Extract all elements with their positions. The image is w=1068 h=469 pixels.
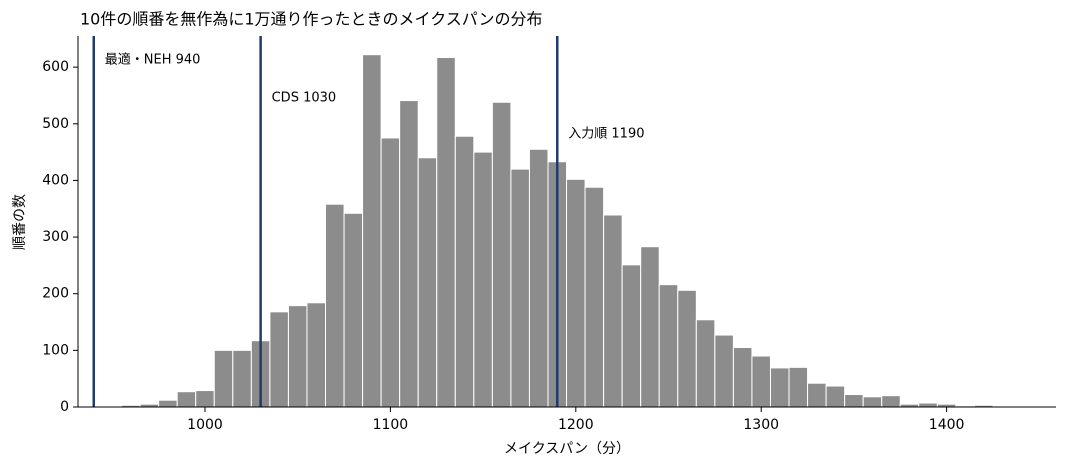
bar xyxy=(213,349,234,408)
bar xyxy=(751,355,771,408)
bar xyxy=(918,402,938,408)
bar xyxy=(362,54,382,408)
y-tick-label: 200 xyxy=(42,286,69,302)
bar xyxy=(232,349,252,408)
bar xyxy=(584,186,605,408)
bar xyxy=(825,385,846,408)
y-tick-label: 600 xyxy=(42,59,69,75)
annotation: CDS 1030 xyxy=(272,91,337,106)
y-tick-label: 0 xyxy=(60,399,69,415)
bar xyxy=(195,390,215,408)
bar xyxy=(417,157,438,408)
bar xyxy=(621,264,642,408)
bar xyxy=(491,101,512,408)
bar xyxy=(528,148,549,408)
bar xyxy=(695,319,716,408)
bar xyxy=(566,178,586,408)
bar xyxy=(158,399,178,408)
bar xyxy=(844,394,864,408)
x-tick-label: 1100 xyxy=(373,417,409,433)
y-axis-label: 順番の数 xyxy=(12,194,28,250)
x-tick-label: 1000 xyxy=(187,417,223,433)
x-tick-label: 1200 xyxy=(558,417,594,433)
bar xyxy=(640,246,660,408)
bar xyxy=(306,302,327,408)
bar xyxy=(399,100,419,408)
bar xyxy=(881,395,901,408)
bar xyxy=(807,382,827,408)
annotation: 入力順 1190 xyxy=(568,127,644,142)
chart-title: 10件の順番を無作為に1万通り作ったときのメイクスパンの分布 xyxy=(80,10,543,29)
bar xyxy=(732,347,753,408)
bar xyxy=(454,135,475,408)
y-tick-label: 500 xyxy=(42,116,69,132)
bar xyxy=(510,168,530,408)
bar xyxy=(677,289,697,408)
bar xyxy=(658,284,679,408)
y-tick-label: 300 xyxy=(42,229,69,245)
bar xyxy=(714,334,734,408)
annotation: 最適・NEH 940 xyxy=(105,52,201,68)
bar xyxy=(473,151,493,408)
x-tick-label: 1400 xyxy=(929,417,965,433)
bar xyxy=(788,366,809,408)
y-tick-label: 400 xyxy=(42,172,69,188)
bar xyxy=(603,214,623,408)
x-tick-label: 1300 xyxy=(743,417,779,433)
bar xyxy=(343,212,364,408)
bar xyxy=(436,57,456,408)
y-tick-label: 100 xyxy=(42,342,69,358)
bar xyxy=(269,311,289,408)
bar xyxy=(769,367,790,408)
bar xyxy=(287,305,308,408)
bar xyxy=(380,137,401,408)
bar xyxy=(325,203,345,408)
bar xyxy=(862,396,883,408)
bar xyxy=(176,391,197,408)
x-axis-label: メイクスパン（分） xyxy=(504,441,630,457)
